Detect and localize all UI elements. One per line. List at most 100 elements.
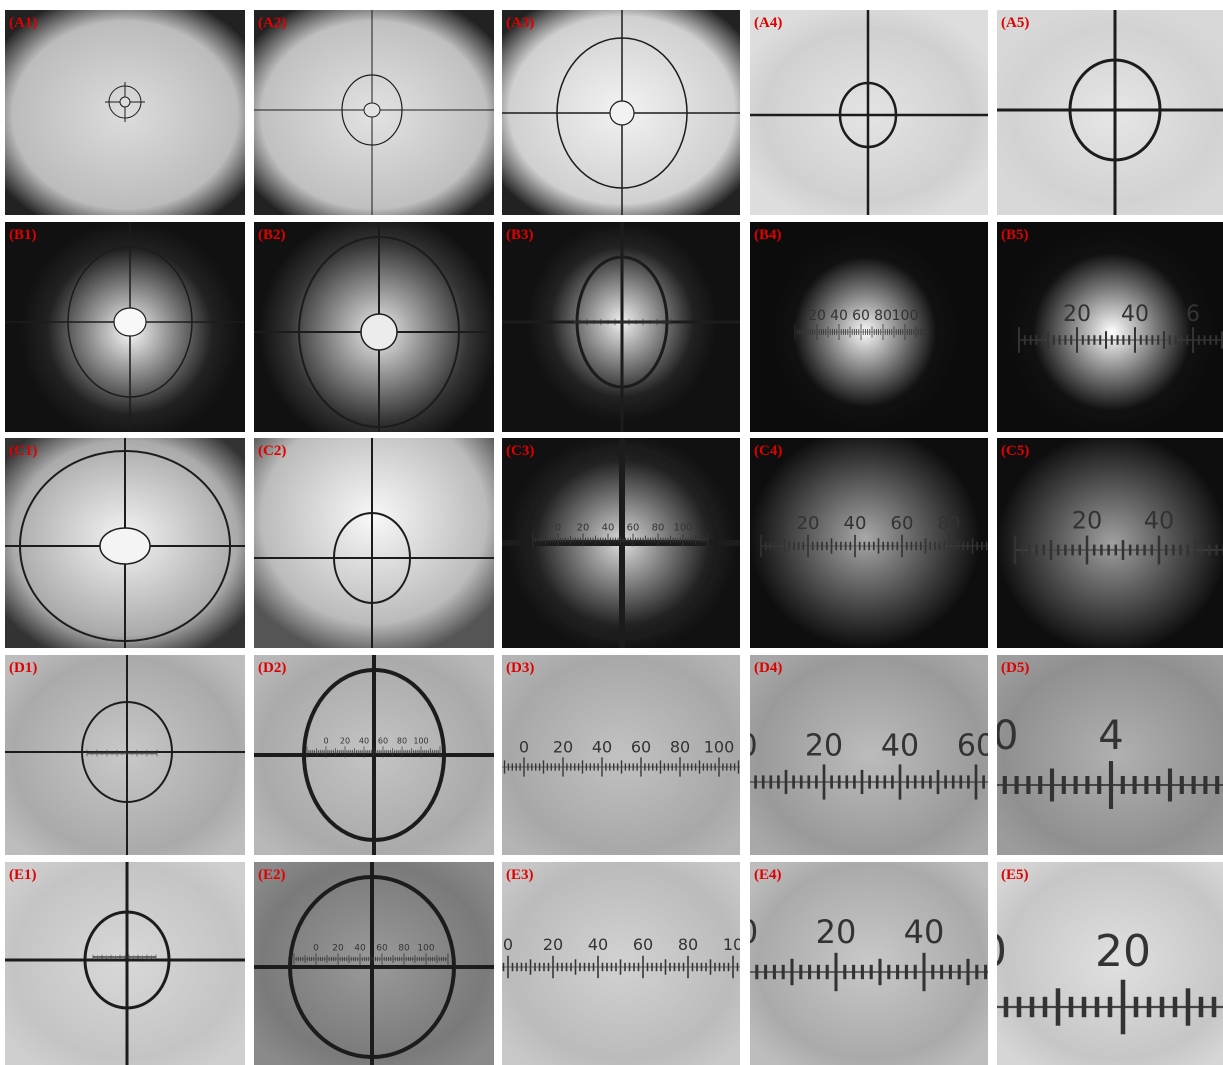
panel-label: (D1) [9, 660, 37, 676]
scale-number: 40 [359, 737, 369, 746]
scale-number: 100 [704, 738, 735, 757]
micrograph: 20 40 6 (B5) [997, 222, 1223, 432]
panel-label: (D4) [754, 660, 782, 676]
panel-label: (A4) [754, 15, 782, 31]
micrograph-image: 204(D5) [997, 655, 1223, 855]
scale-number: 40 [844, 513, 867, 534]
panel-label: (E1) [9, 867, 37, 883]
panel-label: (B1) [9, 227, 37, 243]
scale-number: 60 [891, 513, 914, 534]
micrograph-image: (B3) [502, 222, 740, 432]
panel-label: (E2) [258, 867, 286, 883]
scale-number: 40 [881, 729, 919, 764]
micrograph: (D1) [5, 655, 245, 855]
field-of-view [5, 655, 245, 855]
micrograph: (B1) [5, 222, 245, 432]
scale-number: 40 [602, 522, 615, 533]
scale-number: 0 [750, 913, 758, 951]
panel-label: (E4) [754, 867, 782, 883]
inner-ring [114, 308, 146, 336]
scale-number: 20 [816, 913, 857, 951]
micrograph: (B2) [254, 222, 494, 432]
scale-number: 60 [378, 737, 388, 746]
field-of-view [750, 862, 988, 1065]
field-of-view [1007, 227, 1217, 432]
scale-number: 40 [1144, 506, 1175, 534]
panel-label: (A3) [506, 15, 534, 31]
field-of-view [750, 655, 988, 855]
panel-label: (A1) [9, 15, 37, 31]
inner-ring [364, 103, 380, 117]
micrograph-image: (A2) [254, 10, 494, 215]
micrograph: (E1) [5, 862, 245, 1065]
micrograph-image: (E1) [5, 862, 245, 1065]
panel-label: (A2) [258, 15, 286, 31]
scale-number: 20 [577, 522, 590, 533]
micrograph-image: (C1) [5, 438, 245, 648]
micrograph: (B3) [502, 222, 740, 432]
panel-label: (C3) [506, 443, 534, 459]
scale-number: 80 [874, 308, 892, 324]
scale-number: 20 [1063, 302, 1091, 327]
scale-number: 0 [519, 738, 529, 757]
panel-label: (D3) [506, 660, 534, 676]
panel-label: (C2) [258, 443, 286, 459]
micrograph: (A5) [997, 10, 1223, 215]
scale-number: 20 [997, 713, 1018, 759]
scale-number: 6 [1186, 302, 1200, 327]
micrograph-image: (B1) [5, 222, 245, 432]
scale-number: 60 [957, 729, 988, 764]
micrograph-image: (A3) [502, 10, 740, 215]
scale-number: 80 [678, 935, 698, 954]
scale-number: 60 [627, 522, 640, 533]
scale-number: 60 [376, 944, 388, 954]
field-of-view [997, 438, 1223, 648]
field-of-view [254, 438, 494, 648]
panel-label: (E3) [506, 867, 534, 883]
micrograph-image: (D1) [5, 655, 245, 855]
panel-label: (A5) [1001, 15, 1029, 31]
scale-number: 4 [1098, 713, 1123, 759]
panel-label: (B2) [258, 227, 286, 243]
micrograph-image: (C2) [254, 438, 494, 648]
scale-number: 100 [892, 308, 919, 324]
panel-label: (C4) [754, 443, 782, 459]
scale-number: 80 [397, 737, 407, 746]
scale-number: 40 [1121, 302, 1149, 327]
micrograph: (A1) [5, 10, 245, 215]
micrograph-image: 20 40 6 (B5) [997, 222, 1223, 432]
scale-number: 0 [323, 737, 328, 746]
panel-label: (E5) [1001, 867, 1029, 883]
micrograph-image: 020(E5) [997, 862, 1223, 1065]
panel-label: (B4) [754, 227, 782, 243]
micrograph-image: (A5) [997, 10, 1223, 215]
scale-number: 60 [631, 738, 651, 757]
inner-ring [361, 314, 397, 350]
field-of-view [5, 862, 245, 1065]
panel-label: (B5) [1001, 227, 1029, 243]
scale-number: 80 [938, 513, 961, 534]
scale-number: 20 [553, 738, 573, 757]
inner-ring [610, 101, 634, 125]
scale-number: 0 [503, 935, 513, 954]
scale-number: 20 [543, 935, 563, 954]
scale-number: 20 [340, 737, 350, 746]
scale-number: 40 [830, 308, 848, 324]
scale-number: 20 [805, 729, 843, 764]
scale-number: 20 [1095, 926, 1151, 977]
scale-number: 0 [313, 944, 319, 954]
